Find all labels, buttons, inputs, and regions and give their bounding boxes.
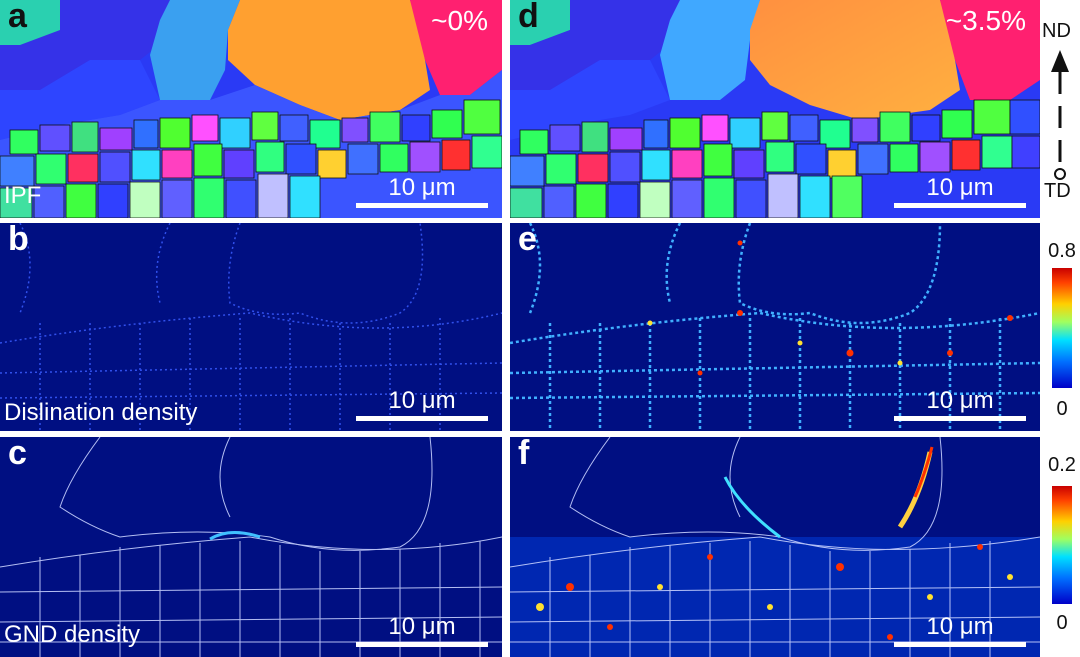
- panel-letter-d: d: [518, 0, 539, 35]
- panel-letter-a: a: [8, 0, 27, 35]
- scale-bar-label: 10 μm: [926, 387, 994, 414]
- small-grains: [510, 99, 1040, 218]
- hotspots: [697, 240, 1013, 376]
- scale-bar-a: 10 μm: [356, 175, 488, 208]
- scale-bar-label: 10 μm: [388, 387, 456, 414]
- scale-bar-line: [894, 203, 1026, 208]
- nd-arrow-icon: [1051, 50, 1069, 180]
- panel-letter-c: c: [8, 437, 27, 472]
- panel-letter-f: f: [518, 437, 530, 472]
- scale-bar-c: 10 μm: [356, 614, 488, 647]
- strain-label-d: ~3.5%: [945, 5, 1026, 36]
- panel-e-disclination-map: e 10 μm: [510, 223, 1040, 431]
- scale-bar-f: 10 μm: [894, 614, 1026, 647]
- scale-bar-e: 10 μm: [894, 388, 1026, 421]
- gnd-boundary-map: [0, 437, 502, 657]
- disclination-boundary-map: [0, 223, 502, 431]
- scale-bar-d: 10 μm: [894, 175, 1026, 208]
- row-label-ipf: IPF: [4, 182, 42, 209]
- strain-label-a: ~0%: [431, 5, 488, 36]
- panel-a-ipf-map: a ~0% IPF 10 μm: [0, 0, 502, 218]
- scale-bar-line: [356, 203, 488, 208]
- colorbar-gnd-min: 0: [1056, 612, 1068, 634]
- scale-bar-b: 10 μm: [356, 388, 488, 421]
- scale-bar-label: 10 μm: [388, 174, 456, 201]
- panel-c-gnd-map: c GND density 10 μm: [0, 437, 502, 657]
- panel-d-ipf-map: d ~3.5% 10 μm: [510, 0, 1040, 218]
- panel-letter-e: e: [518, 223, 537, 258]
- colorbar-gnd: [1052, 486, 1072, 604]
- ipf-grain-map: [510, 0, 1040, 218]
- colorbar-gnd-max: 0.2: [1048, 454, 1076, 476]
- panel-letter-b: b: [8, 223, 29, 258]
- orientation-key: ND TD: [1040, 0, 1080, 218]
- small-grains: [0, 99, 502, 218]
- row-label-gnd: GND density: [4, 621, 141, 648]
- scale-bar-line: [356, 416, 488, 421]
- gnd-boundary-map: [510, 437, 1040, 657]
- scale-bar-line: [894, 416, 1026, 421]
- nd-label: ND: [1042, 20, 1071, 42]
- scale-bar-label: 10 μm: [388, 613, 456, 640]
- scale-bar-line: [894, 642, 1026, 647]
- hotspots: [566, 544, 983, 640]
- scale-bar-label: 10 μm: [926, 174, 994, 201]
- td-label: TD: [1044, 180, 1071, 202]
- colorbar-disclination-min: 0: [1056, 398, 1068, 420]
- disclination-boundary-map: [510, 223, 1040, 431]
- scale-bar-label: 10 μm: [926, 613, 994, 640]
- row-label-disclination: Dislination density: [4, 399, 198, 426]
- panel-f-gnd-map: f 10 μm: [510, 437, 1040, 657]
- scale-bar-line: [356, 642, 488, 647]
- panel-b-disclination-map: b Dislination density 10 μm: [0, 223, 502, 431]
- ipf-grain-map: [0, 0, 502, 218]
- colorbar-disclination: [1052, 268, 1072, 388]
- colorbar-disclination-max: 0.8: [1048, 240, 1076, 262]
